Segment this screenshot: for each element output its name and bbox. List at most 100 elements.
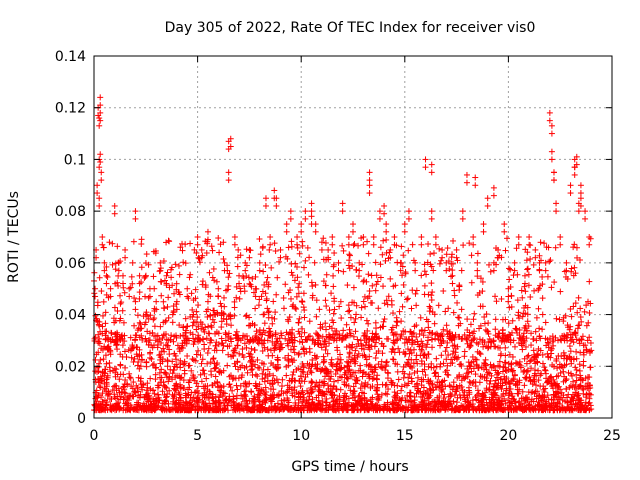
data-point xyxy=(528,365,535,372)
data-point xyxy=(173,380,180,387)
data-point xyxy=(502,359,509,366)
data-point xyxy=(511,259,518,266)
data-point xyxy=(132,298,139,305)
data-point xyxy=(115,385,122,392)
data-point xyxy=(337,386,344,393)
data-point xyxy=(322,346,329,353)
data-point xyxy=(138,332,145,339)
data-point xyxy=(400,374,407,381)
data-point xyxy=(247,358,254,365)
data-point xyxy=(515,234,522,240)
data-point xyxy=(161,277,168,284)
data-point xyxy=(340,247,347,254)
data-point xyxy=(98,288,105,295)
data-point xyxy=(100,244,107,251)
data-point xyxy=(523,374,530,381)
data-point xyxy=(375,305,382,312)
data-point xyxy=(172,261,179,268)
data-point xyxy=(146,285,153,292)
data-point xyxy=(116,376,123,383)
data-point xyxy=(138,279,145,286)
data-point xyxy=(204,228,211,235)
data-point xyxy=(230,374,237,381)
data-point xyxy=(280,294,287,301)
data-point xyxy=(268,264,275,271)
data-point xyxy=(345,241,352,248)
data-point xyxy=(218,303,225,310)
data-point xyxy=(272,248,279,255)
data-point xyxy=(338,315,345,322)
data-point xyxy=(455,314,462,321)
data-point xyxy=(283,372,290,379)
data-point xyxy=(209,274,216,281)
data-point xyxy=(212,393,219,400)
data-point xyxy=(439,246,446,253)
data-point xyxy=(551,279,558,286)
data-point xyxy=(323,271,330,278)
data-point xyxy=(305,271,312,278)
data-point xyxy=(236,350,243,357)
data-point xyxy=(432,241,439,248)
data-point xyxy=(243,397,250,404)
data-point xyxy=(412,290,419,297)
data-point xyxy=(443,251,450,258)
data-point xyxy=(272,309,279,316)
data-point xyxy=(195,302,202,309)
data-point xyxy=(480,343,487,350)
data-point xyxy=(473,356,480,363)
data-point xyxy=(361,293,368,300)
data-point xyxy=(438,388,445,395)
data-point xyxy=(198,246,205,253)
data-point xyxy=(414,360,421,367)
data-point xyxy=(170,307,177,314)
data-point xyxy=(260,340,267,347)
data-point xyxy=(96,122,103,129)
data-point xyxy=(340,268,347,275)
data-point xyxy=(505,320,512,327)
data-point xyxy=(119,307,126,314)
data-point xyxy=(373,376,380,383)
data-point xyxy=(383,358,390,365)
data-point xyxy=(377,244,384,251)
data-point xyxy=(306,318,313,325)
data-point xyxy=(337,356,344,363)
data-point xyxy=(302,208,309,215)
data-point xyxy=(561,268,568,275)
data-point xyxy=(395,345,402,352)
data-point xyxy=(548,148,555,155)
data-point xyxy=(112,266,119,273)
data-point xyxy=(109,387,116,394)
data-point xyxy=(448,273,455,280)
data-point xyxy=(586,309,593,316)
data-point xyxy=(539,360,546,367)
data-point xyxy=(124,381,131,388)
data-point xyxy=(405,374,412,381)
data-point xyxy=(347,314,354,321)
data-point xyxy=(502,247,509,254)
data-point xyxy=(459,215,466,222)
data-point xyxy=(511,343,518,350)
data-point xyxy=(538,397,545,404)
data-point xyxy=(414,380,421,387)
data-point xyxy=(346,251,353,258)
data-point xyxy=(418,272,425,279)
data-point xyxy=(537,383,544,390)
data-point xyxy=(417,314,424,321)
data-point xyxy=(220,294,227,301)
data-point xyxy=(362,379,369,386)
data-point xyxy=(266,246,273,253)
data-point xyxy=(572,364,579,371)
data-point xyxy=(178,384,185,391)
data-point xyxy=(509,367,516,374)
data-point xyxy=(168,332,175,339)
data-point xyxy=(506,265,513,272)
data-point xyxy=(344,282,351,289)
data-point xyxy=(418,234,425,240)
data-point xyxy=(143,387,150,394)
data-point xyxy=(270,298,277,305)
data-point xyxy=(484,195,491,202)
data-point xyxy=(205,323,212,330)
data-point xyxy=(351,319,358,326)
data-point xyxy=(126,374,133,381)
data-point xyxy=(460,242,467,249)
